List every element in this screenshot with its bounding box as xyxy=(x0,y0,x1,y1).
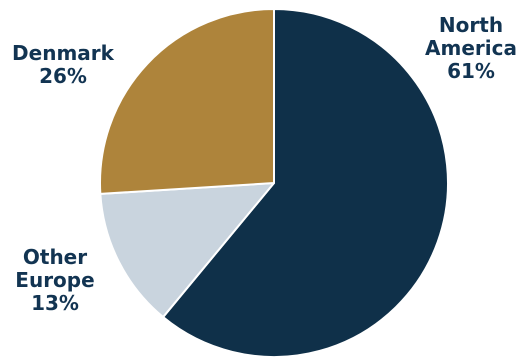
slice-label: Other Europe 13% xyxy=(15,245,94,315)
pie-slice-other-europe xyxy=(99,182,275,319)
pie-slice-north-america xyxy=(162,8,449,358)
slice-name-label: North xyxy=(439,13,503,37)
slice-name-label: Other xyxy=(23,245,87,269)
slice-name-label: Europe xyxy=(15,268,94,292)
slice-label: North America 61% xyxy=(425,13,517,83)
pie-slices xyxy=(99,8,449,358)
slice-label: Denmark 26% xyxy=(12,41,115,88)
slice-value-label: 13% xyxy=(31,291,79,315)
slice-labels: North America 61% Other Europe 13% Denmark 26% xyxy=(12,13,517,315)
slice-name-label: America xyxy=(425,36,517,60)
slice-name-label: Denmark xyxy=(12,41,115,65)
slice-value-label: 61% xyxy=(447,59,495,83)
slice-value-label: 26% xyxy=(39,64,87,88)
pie-slice-denmark xyxy=(99,8,275,195)
